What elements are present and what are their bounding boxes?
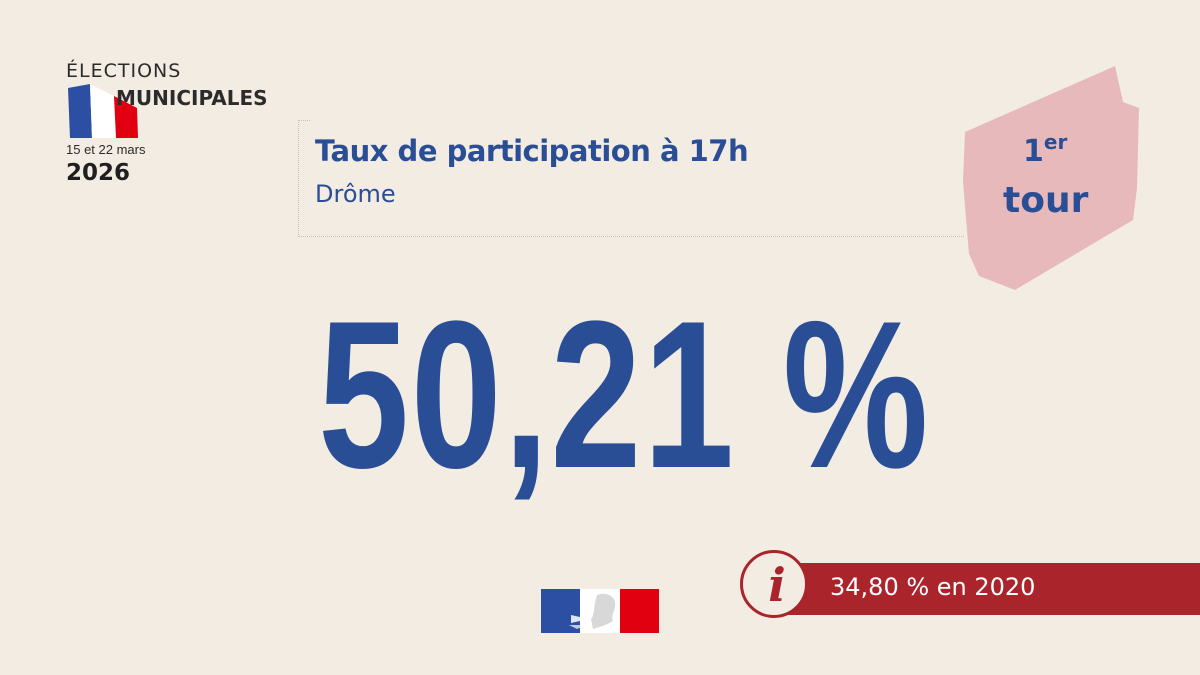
frame-corner (298, 120, 310, 121)
elections-logo: ÉLECTIONS MUNICIPALES 15 et 22 mars 2026 (0, 0, 290, 200)
french-flag-icon (68, 84, 138, 138)
page-title: Taux de participation à 17h (315, 134, 749, 168)
round-badge: 1er tour (955, 62, 1145, 297)
round-number: 1er (1023, 130, 1067, 169)
comparison-bar (780, 563, 1200, 615)
department-name: Drôme (315, 180, 396, 208)
logo-municipales-text: MUNICIPALES (116, 86, 268, 110)
comparison-banner: 34,80 % en 2020 i (740, 550, 1200, 626)
logo-dates: 15 et 22 mars (66, 142, 146, 157)
title-frame: Taux de participation à 17h Drôme (298, 120, 964, 237)
info-icon: i (740, 550, 808, 618)
round-number-suffix: er (1043, 130, 1068, 154)
round-word: tour (1003, 180, 1089, 221)
comparison-text: 34,80 % en 2020 (830, 573, 1036, 601)
marianne-logo-icon (541, 589, 659, 633)
brush-stroke-shape (963, 66, 1139, 290)
logo-elections-text: ÉLECTIONS (66, 60, 182, 82)
participation-rate-value: 50,21 % (318, 277, 930, 512)
info-glyph: i (768, 558, 786, 612)
round-number-digit: 1 (1023, 134, 1044, 169)
logo-year: 2026 (66, 160, 131, 186)
